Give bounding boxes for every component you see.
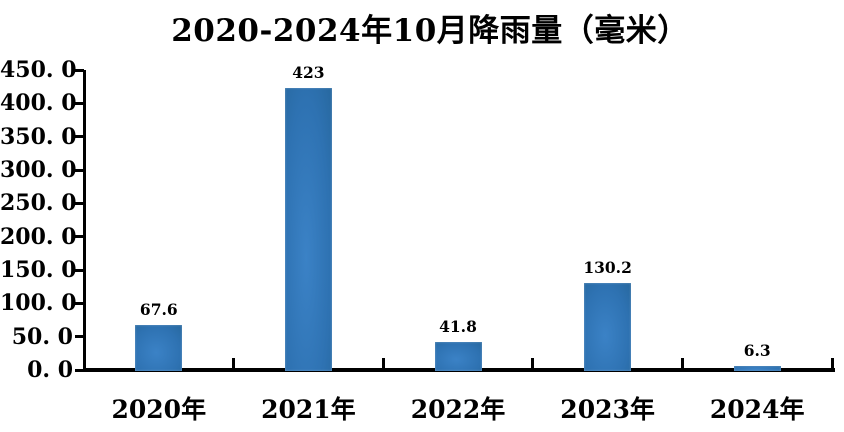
bar-value-label: 6.3 [743, 340, 771, 360]
y-tick-label: 0. 0 [27, 357, 73, 383]
y-tick-label: 50. 0 [11, 323, 73, 350]
y-tick-label: 100. 0 [0, 290, 77, 317]
bar-2024年 [733, 365, 781, 371]
x-axis-tick [531, 358, 535, 368]
y-tick-label: 300. 0 [0, 157, 77, 183]
y-axis-tick [75, 301, 84, 305]
bar-value-label: 423 [292, 63, 325, 82]
x-category-label: 2022年 [410, 395, 506, 424]
y-axis [83, 70, 86, 372]
x-category-label: 2024年 [709, 395, 805, 424]
x-axis-tick [232, 358, 236, 368]
bar-2021年 [284, 88, 332, 371]
y-axis-tick [75, 268, 84, 272]
x-category-label: 2021年 [261, 395, 356, 424]
x-axis-tick [830, 358, 834, 368]
y-axis-tick [75, 68, 84, 72]
y-tick-label: 200. 0 [0, 223, 77, 250]
y-axis-tick [75, 201, 84, 205]
y-axis-tick [75, 335, 84, 339]
bar-2023年 [584, 283, 632, 371]
bar-2022年 [434, 342, 482, 371]
y-tick-label: 350. 0 [0, 123, 77, 150]
bar-2020年 [135, 324, 183, 371]
bar-value-label: 67.6 [139, 299, 178, 319]
y-axis-tick [75, 235, 84, 239]
y-axis-tick [75, 168, 84, 172]
y-axis-tick [75, 101, 84, 105]
chart-title: 2020-2024年10月降雨量（毫米） [171, 13, 689, 49]
y-tick-label: 150. 0 [0, 257, 77, 283]
y-tick-label: 400. 0 [0, 90, 77, 117]
x-axis-tick [381, 358, 385, 368]
x-category-label: 2020年 [111, 395, 207, 424]
bar-value-label: 41.8 [439, 317, 477, 337]
y-axis-tick [75, 368, 84, 372]
x-category-label: 2023年 [560, 395, 655, 424]
y-tick-label: 450. 0 [0, 57, 77, 83]
bar-value-label: 130.2 [583, 258, 632, 278]
x-axis-tick [680, 358, 684, 368]
y-tick-label: 250. 0 [0, 190, 77, 217]
y-axis-tick [75, 135, 84, 139]
